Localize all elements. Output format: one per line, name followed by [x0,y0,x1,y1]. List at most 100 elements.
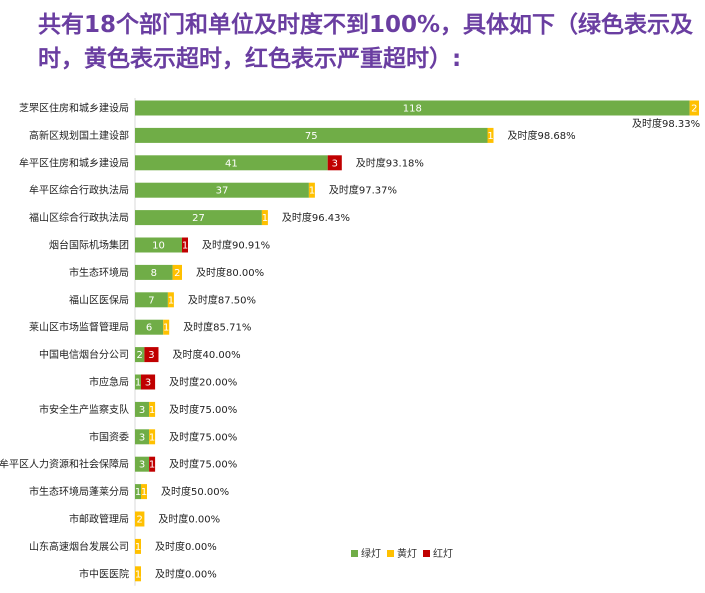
category-label: 牟平区综合行政执法局 [29,184,129,197]
bar-value-label: 1 [163,323,169,334]
bar-value-label: 3 [145,378,151,389]
bar-value-label: 1 [182,241,188,252]
timeliness-label: 及时度97.37% [329,184,397,197]
bar-segment-green [135,292,168,308]
timeliness-label: 及时度0.00% [155,567,217,580]
timeliness-label: 及时度96.43% [282,211,350,224]
bar-value-label: 3 [332,158,338,169]
timeliness-label: 及时度20.00% [169,376,237,389]
bar-value-label: 27 [192,213,205,224]
bar-value-label: 2 [174,268,180,279]
bar-value-label: 75 [305,131,318,142]
timeliness-label: 及时度93.18% [356,156,424,169]
bar-value-label: 1 [135,569,141,580]
bar-value-label: 1 [149,432,155,443]
bar-value-label: 2 [137,350,143,361]
category-label: 牟平区人力资源和社会保障局 [0,458,129,471]
timeliness-label: 及时度98.33% [632,117,700,130]
timeliness-label: 及时度80.00% [196,266,264,279]
category-label: 牟平区住房和城乡建设局 [19,156,129,169]
bar-value-label: 1 [135,378,141,389]
bar-value-label: 10 [152,241,165,252]
bar-value-label: 3 [139,432,145,443]
bar-value-label: 118 [403,104,422,115]
category-label: 市应急局 [89,376,129,389]
timeliness-label: 及时度90.91% [202,239,270,252]
category-label: 莱山区市场监督管理局 [29,321,129,334]
bar-segment-red [327,155,342,171]
legend-swatch [423,550,430,557]
bar-segment-yellow [135,566,141,582]
category-label: 福山区医保局 [69,293,129,306]
bar-segment-yellow [172,264,182,280]
timeliness-label: 及时度75.00% [169,458,237,471]
category-label: 福山区综合行政执法局 [29,211,129,224]
bar-value-label: 2 [691,104,697,115]
bar-value-label: 1 [149,405,155,416]
bar-segment-yellow [149,429,156,445]
bar-value-label: 3 [139,460,145,471]
bar-value-label: 37 [216,186,229,197]
timeliness-label: 及时度75.00% [169,403,237,416]
category-label: 市生态环境局蓬莱分局 [29,485,129,498]
bar-segment-green [135,347,145,363]
category-label: 高新区规划国土建设部 [29,129,129,142]
bar-value-label: 2 [137,515,143,526]
bar-value-label: 1 [262,213,268,224]
legend-label: 黄灯 [397,547,417,560]
timeliness-label: 及时度40.00% [173,348,241,361]
bar-segment-yellow [135,538,141,554]
bar-segment-green [135,155,328,171]
category-label: 山东高速烟台发展公司 [29,540,129,553]
category-label: 市国资委 [89,430,129,443]
bar-segment-yellow [163,319,170,335]
bar-value-label: 1 [168,295,174,306]
category-label: 市邮政管理局 [69,513,129,526]
bar-segment-red [144,347,159,363]
timeliness-label: 及时度0.00% [155,540,217,553]
bar-value-label: 41 [225,158,238,169]
bar-value-label: 6 [146,323,152,334]
timeliness-label: 及时度75.00% [169,430,237,443]
category-label: 烟台国际机场集团 [49,239,129,252]
legend-swatch [351,550,358,557]
bar-segment-green [135,456,150,472]
bar-segment-green [135,374,141,390]
legend-swatch [387,550,394,557]
bar-value-label: 1 [135,487,141,498]
bar-segment-yellow [308,182,315,198]
timeliness-label: 及时度85.71% [183,321,251,334]
bar-segment-yellow [167,292,174,308]
category-label: 市生态环境局 [69,266,129,279]
timeliness-label: 及时度87.50% [188,293,256,306]
category-label: 市安全生产监察支队 [39,403,129,416]
bar-segment-yellow [261,210,268,226]
bar-value-label: 1 [135,542,141,553]
bar-segment-red [149,456,156,472]
bar-segment-yellow [487,127,494,143]
category-label: 市中医医院 [79,567,129,580]
bar-segment-green [135,319,164,335]
bar-value-label: 1 [141,487,147,498]
bar-segment-green [135,237,182,253]
bar-segment-yellow [149,401,156,417]
bar-segment-yellow [689,100,699,116]
legend-label: 绿灯 [361,547,381,560]
bar-segment-green [135,210,262,226]
bar-segment-red [141,374,156,390]
bar-segment-red [182,237,188,253]
bar-segment-green [135,401,150,417]
bar-segment-yellow [141,484,147,500]
legend-label: 红灯 [433,547,453,560]
bar-segment-green [135,429,150,445]
timeliness-label: 及时度0.00% [158,513,220,526]
timeliness-label: 及时度98.68% [508,129,576,142]
bar-value-label: 1 [149,460,155,471]
timeliness-label: 及时度50.00% [161,485,229,498]
category-label: 芝罘区住房和城乡建设局 [19,102,129,115]
category-label: 中国电信烟台分公司 [39,348,129,361]
bar-segment-green [135,127,488,143]
bar-value-label: 1 [487,131,493,142]
bar-segment-yellow [135,511,145,527]
